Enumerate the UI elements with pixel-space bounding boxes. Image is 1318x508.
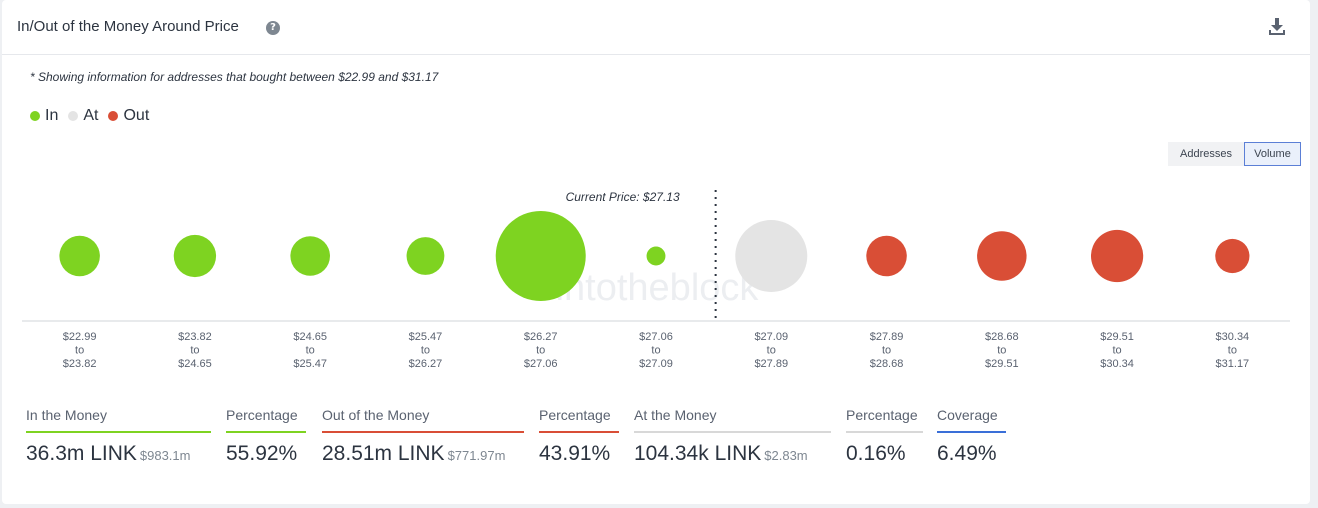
x-tick-label: $23.82 xyxy=(178,331,212,343)
in-percentage-value: 55.92% xyxy=(226,442,298,465)
at-the-money-value: 104.34k LINK $2.83m xyxy=(634,442,808,466)
x-tick-label: $30.34 xyxy=(1100,358,1134,370)
at-the-money-label: At the Money xyxy=(634,407,831,433)
out-of-the-money-usd: $771.97m xyxy=(447,448,506,463)
x-tick-label: $24.65 xyxy=(178,358,212,370)
out-percentage-label: Percentage xyxy=(539,407,619,433)
question-circle-icon[interactable]: ? xyxy=(266,21,280,35)
in-percentage-label: Percentage xyxy=(226,407,306,433)
x-tick-label: to xyxy=(1228,345,1237,357)
out-percentage-value: 43.91% xyxy=(539,442,611,465)
bubble-in xyxy=(646,246,666,266)
bubble-out xyxy=(1215,238,1250,274)
bubble-in xyxy=(406,237,445,275)
out-of-the-money-amount: 28.51m LINK xyxy=(322,442,445,465)
card-title: In/Out of the Money Around Price xyxy=(17,18,239,35)
x-tick-label: $27.89 xyxy=(754,358,788,370)
legend-label-out: Out xyxy=(123,107,150,124)
x-tick-label: to xyxy=(536,345,545,357)
in-the-money-usd: $983.1m xyxy=(139,448,191,463)
x-tick-label: to xyxy=(651,345,660,357)
legend-item-in[interactable]: In xyxy=(30,107,58,125)
x-tick-label: to xyxy=(421,345,430,357)
in-the-money-value: 36.3m LINK $983.1m xyxy=(26,442,190,466)
legend-label-in: In xyxy=(45,107,59,124)
bubble-out xyxy=(1090,229,1144,283)
bubble-at xyxy=(735,220,808,292)
x-tick-label: $27.06 xyxy=(524,358,558,370)
x-tick-label: $27.09 xyxy=(754,331,788,343)
bubble-in xyxy=(173,234,217,278)
out-of-the-money-label: Out of the Money xyxy=(322,407,524,433)
x-tick-label: $29.51 xyxy=(985,358,1019,370)
at-the-money-usd: $2.83m xyxy=(764,448,808,463)
x-tick-label: $24.65 xyxy=(293,331,327,343)
x-tick-label: $31.17 xyxy=(1216,358,1250,370)
x-tick-label: $29.51 xyxy=(1100,331,1134,343)
x-tick-label: to xyxy=(190,345,199,357)
x-tick-label: $26.27 xyxy=(524,331,558,343)
chart-watermark: intotheblock xyxy=(556,267,760,309)
x-tick-label: $27.09 xyxy=(639,358,673,370)
card-header: In/Out of the Money Around Price ? xyxy=(2,0,1310,55)
x-tick-label: to xyxy=(75,345,84,357)
bubble-out xyxy=(977,231,1027,281)
x-tick-label: $25.47 xyxy=(293,358,327,370)
at-percentage-label: Percentage xyxy=(846,407,923,433)
x-tick-label: $26.27 xyxy=(409,358,443,370)
bubble-in xyxy=(59,235,100,277)
range-note: * Showing information for addresses that… xyxy=(30,70,439,84)
at-percentage-value: 0.16% xyxy=(846,442,906,465)
legend-label-at: At xyxy=(83,107,99,124)
legend-item-out[interactable]: Out xyxy=(108,107,149,125)
x-tick-label: $27.89 xyxy=(870,331,904,343)
in-the-money-label: In the Money xyxy=(26,407,211,433)
x-tick-label: to xyxy=(997,345,1006,357)
bubble-out xyxy=(866,235,907,277)
x-tick-label: $27.06 xyxy=(639,331,673,343)
x-tick-label: to xyxy=(767,345,776,357)
coverage-label: Coverage xyxy=(937,407,1006,433)
in-the-money-amount: 36.3m LINK xyxy=(26,442,137,465)
addresses-toggle[interactable]: Addresses xyxy=(1168,142,1244,166)
volume-toggle[interactable]: Volume xyxy=(1244,142,1301,166)
bubble-in xyxy=(495,211,586,301)
legend-dot-in xyxy=(30,111,40,121)
at-the-money-amount: 104.34k LINK xyxy=(634,442,762,465)
x-tick-label: $28.68 xyxy=(870,358,904,370)
legend-dot-at xyxy=(68,111,79,121)
out-of-the-money-value: 28.51m LINK $771.97m xyxy=(322,442,505,466)
x-tick-label: to xyxy=(882,345,891,357)
current-price-label: Current Price: $27.13 xyxy=(566,190,680,204)
download-icon[interactable] xyxy=(1268,17,1286,37)
bubble-in xyxy=(290,236,330,276)
x-tick-label: $22.99 xyxy=(63,331,97,343)
x-tick-label: to xyxy=(1112,345,1121,357)
coverage-value: 6.49% xyxy=(937,442,997,465)
x-tick-label: $23.82 xyxy=(63,358,97,370)
bubble-chart: intotheblock$22.99to$23.82$23.82to$24.65… xyxy=(22,190,1290,370)
legend-dot-out xyxy=(108,111,119,121)
legend-item-at[interactable]: At xyxy=(68,107,98,125)
x-tick-label: $30.34 xyxy=(1216,331,1250,343)
chart-legend: In At Out xyxy=(30,107,149,125)
x-tick-label: $25.47 xyxy=(409,331,443,343)
x-tick-label: $28.68 xyxy=(985,331,1019,343)
x-tick-label: to xyxy=(306,345,315,357)
